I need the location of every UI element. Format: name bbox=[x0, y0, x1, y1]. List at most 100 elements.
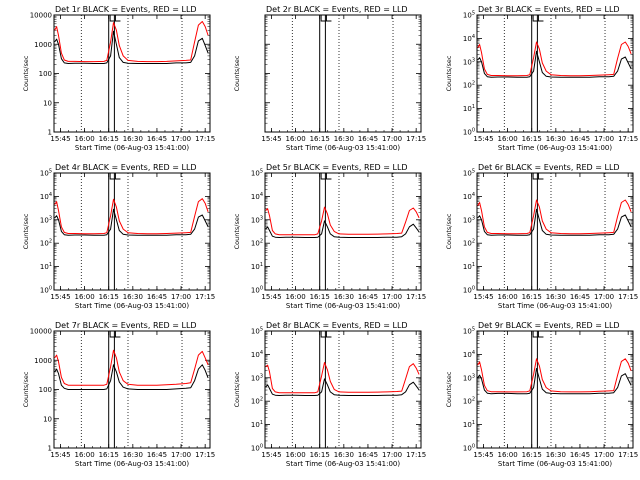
plot-frame bbox=[476, 172, 634, 291]
panel-title: Det 9r BLACK = Events, RED = LLD bbox=[478, 321, 620, 330]
y-tick-label: 10000 bbox=[30, 12, 52, 20]
series-events bbox=[54, 208, 209, 236]
x-tick-label: 17:00 bbox=[382, 135, 402, 143]
panel-title: Det 3r BLACK = Events, RED = LLD bbox=[478, 5, 620, 14]
plot-frame bbox=[476, 14, 634, 133]
y-tick-label: 100 bbox=[463, 444, 475, 453]
panel-2: Det 2r BLACK = Events, RED = LLD Counts/s… bbox=[233, 5, 426, 152]
series-events bbox=[477, 368, 632, 395]
panel-6: Det 6r BLACK = Events, RED = LLD Counts/s… bbox=[445, 163, 638, 310]
x-axis-title: Start Time (06-Aug-03 15:41:00) bbox=[498, 302, 612, 310]
bracket-marker bbox=[538, 15, 544, 22]
x-tick-label: 16:45 bbox=[147, 293, 167, 301]
x-tick-label: 16:00 bbox=[285, 293, 305, 301]
panel-3: Det 3r BLACK = Events, RED = LLD Counts/s… bbox=[445, 5, 638, 152]
y-tick-label: 1000 bbox=[34, 357, 52, 365]
bracket-marker bbox=[109, 173, 116, 180]
x-tick-label: 17:00 bbox=[594, 293, 614, 301]
x-axis-title: Start Time (06-Aug-03 15:41:00) bbox=[286, 144, 400, 152]
series-lld bbox=[265, 206, 420, 236]
panel-title: Det 8r BLACK = Events, RED = LLD bbox=[266, 321, 408, 330]
x-tick-label: 16:30 bbox=[546, 293, 566, 301]
plot-frame bbox=[476, 330, 634, 449]
bracket-marker bbox=[320, 173, 327, 180]
y-axis-label: Counts/sec bbox=[445, 55, 453, 91]
x-tick-label: 15:45 bbox=[50, 293, 70, 301]
y-tick-label: 105 bbox=[463, 169, 475, 178]
x-tick-label: 16:30 bbox=[123, 293, 143, 301]
y-tick-label: 100 bbox=[39, 386, 52, 394]
y-tick-label: 102 bbox=[463, 239, 475, 248]
series-lld bbox=[477, 199, 632, 235]
y-tick-label: 105 bbox=[463, 327, 475, 336]
bracket-marker bbox=[326, 173, 332, 180]
panel-title: Det 2r BLACK = Events, RED = LLD bbox=[266, 5, 408, 14]
x-tick-label: 16:15 bbox=[522, 293, 542, 301]
x-tick-label: 17:15 bbox=[618, 451, 638, 459]
y-tick-label: 1 bbox=[48, 445, 52, 453]
y-tick-label: 105 bbox=[463, 11, 475, 20]
y-tick-label: 105 bbox=[251, 169, 263, 178]
y-axis-label: Counts/sec bbox=[22, 371, 30, 407]
x-tick-label: 16:00 bbox=[497, 293, 517, 301]
y-tick-label: 101 bbox=[463, 420, 475, 429]
x-tick-label: 16:15 bbox=[310, 293, 330, 301]
x-tick-label: 17:15 bbox=[618, 135, 638, 143]
y-tick-label: 102 bbox=[463, 81, 475, 90]
y-tick-label: 100 bbox=[40, 286, 52, 295]
x-tick-label: 17:15 bbox=[406, 293, 426, 301]
panel-1: Det 1r BLACK = Events, RED = LLD Counts/s… bbox=[22, 5, 215, 152]
y-tick-label: 102 bbox=[251, 397, 263, 406]
y-tick-label: 102 bbox=[463, 397, 475, 406]
plot-frame bbox=[264, 172, 422, 291]
series-lld bbox=[265, 362, 420, 394]
x-tick-label: 17:00 bbox=[171, 293, 191, 301]
x-tick-label: 17:00 bbox=[594, 451, 614, 459]
bracket-marker bbox=[326, 331, 332, 338]
bracket-marker bbox=[532, 331, 539, 338]
x-tick-label: 17:15 bbox=[195, 293, 215, 301]
x-tick-label: 16:15 bbox=[522, 451, 542, 459]
y-tick-label: 105 bbox=[40, 169, 52, 178]
x-tick-label: 16:00 bbox=[497, 135, 517, 143]
x-tick-label: 16:30 bbox=[546, 451, 566, 459]
bracket-marker bbox=[532, 173, 539, 180]
series-lld bbox=[477, 41, 632, 77]
x-tick-label: 16:45 bbox=[570, 135, 590, 143]
y-tick-label: 103 bbox=[251, 215, 263, 224]
x-tick-label: 16:00 bbox=[74, 135, 94, 143]
x-tick-label: 17:00 bbox=[171, 451, 191, 459]
y-tick-label: 101 bbox=[251, 262, 263, 271]
x-tick-label: 16:30 bbox=[123, 135, 143, 143]
y-tick-label: 101 bbox=[40, 262, 52, 271]
y-tick-label: 103 bbox=[463, 57, 475, 66]
series-events bbox=[54, 30, 209, 64]
x-tick-label: 16:30 bbox=[546, 135, 566, 143]
y-tick-label: 104 bbox=[251, 192, 263, 201]
x-tick-label: 16:45 bbox=[570, 293, 590, 301]
y-tick-label: 102 bbox=[40, 239, 52, 248]
x-tick-label: 17:00 bbox=[382, 293, 402, 301]
panel-4: Det 4r BLACK = Events, RED = LLD Counts/s… bbox=[22, 163, 215, 310]
x-tick-label: 17:00 bbox=[594, 135, 614, 143]
panel-7: Det 7r BLACK = Events, RED = LLD Counts/s… bbox=[22, 321, 215, 468]
y-tick-label: 104 bbox=[463, 192, 475, 201]
x-tick-label: 17:15 bbox=[406, 135, 426, 143]
x-axis-title: Start Time (06-Aug-03 15:41:00) bbox=[75, 460, 189, 468]
y-tick-label: 100 bbox=[251, 286, 263, 295]
x-axis-title: Start Time (06-Aug-03 15:41:00) bbox=[498, 144, 612, 152]
x-tick-label: 15:45 bbox=[261, 451, 281, 459]
panel-title: Det 1r BLACK = Events, RED = LLD bbox=[55, 5, 197, 14]
x-axis-title: Start Time (06-Aug-03 15:41:00) bbox=[286, 302, 400, 310]
x-tick-label: 16:45 bbox=[147, 135, 167, 143]
y-axis-label: Counts/sec bbox=[22, 213, 30, 249]
y-tick-label: 100 bbox=[463, 286, 475, 295]
x-tick-label: 17:15 bbox=[618, 293, 638, 301]
series-lld bbox=[54, 21, 209, 63]
y-axis-label: Counts/sec bbox=[445, 371, 453, 407]
bracket-marker bbox=[115, 173, 121, 180]
bracket-marker bbox=[532, 15, 539, 22]
y-tick-label: 1000 bbox=[34, 41, 52, 49]
y-tick-label: 104 bbox=[40, 192, 52, 201]
